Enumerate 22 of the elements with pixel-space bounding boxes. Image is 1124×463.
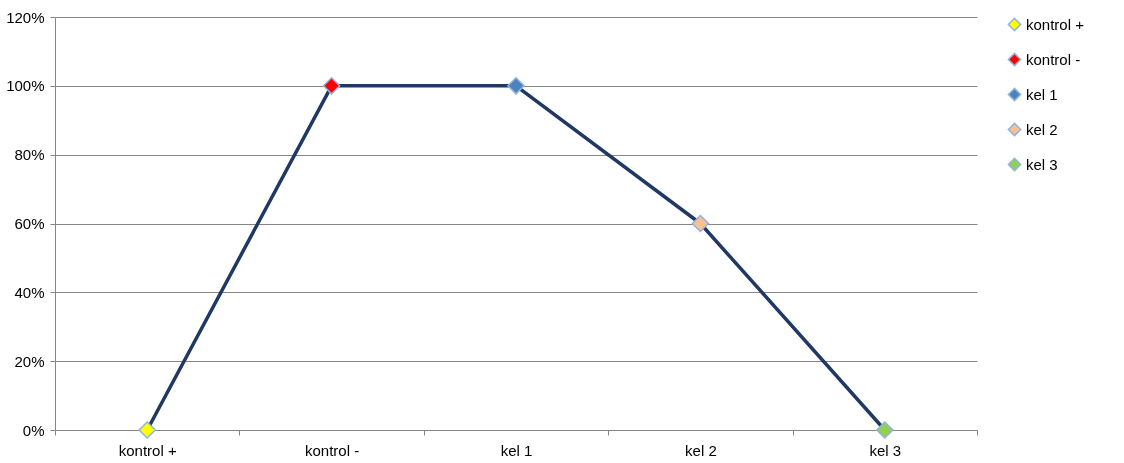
y-tick-label: 20%: [14, 352, 45, 370]
y-tick-label: 100%: [6, 77, 45, 95]
legend-label: kel 3: [1026, 155, 1058, 173]
x-tick-label: kontrol -: [305, 441, 360, 459]
y-tick-label: 0%: [22, 421, 45, 439]
y-tick-label: 40%: [14, 283, 45, 301]
point: [322, 77, 341, 95]
x-tick-label: kel 2: [685, 441, 717, 459]
legend-label: kel 2: [1026, 120, 1058, 138]
x-tick-label: kel 1: [500, 441, 533, 459]
point: [875, 421, 894, 439]
y-tick-label: 60%: [14, 215, 45, 232]
x-tick-label: kontrol +: [118, 441, 177, 459]
y-tick-label: 80%: [14, 146, 45, 164]
legend-label: kontrol +: [1026, 15, 1085, 33]
legend-label: kontrol -: [1026, 50, 1081, 68]
legend-label: kel 1: [1026, 85, 1058, 103]
point: [691, 214, 710, 233]
point: [507, 77, 525, 95]
point: [138, 421, 157, 439]
x-tick-label: kel 3: [869, 441, 902, 459]
y-tick-label: 120%: [6, 8, 45, 26]
